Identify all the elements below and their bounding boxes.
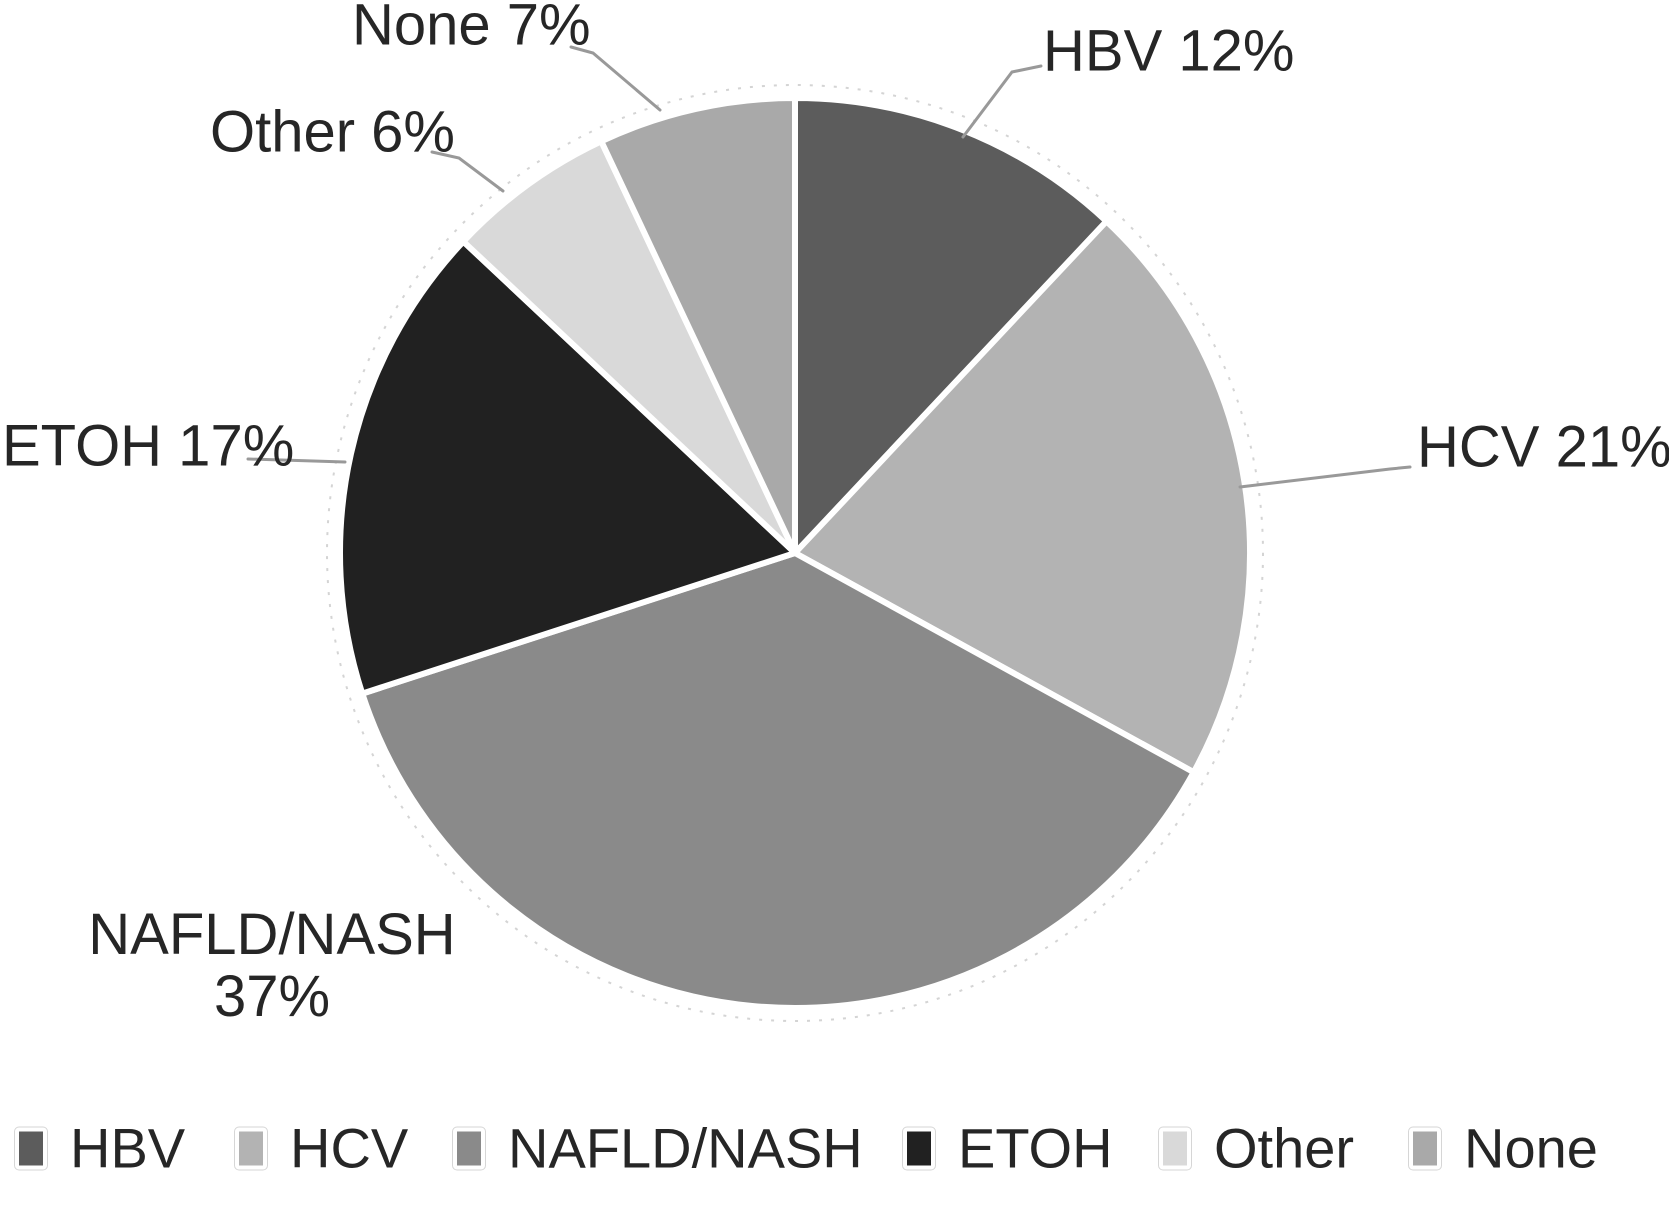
legend-item-hbv: HBV [14, 1116, 185, 1181]
leader-line-hcv [1238, 465, 1412, 489]
legend-item-none: None [1408, 1116, 1598, 1181]
legend-swatch-none [1408, 1126, 1442, 1170]
pie-slice-nafld-nash [359, 550, 1197, 1011]
legend-label: Other [1214, 1116, 1355, 1180]
pie-slice-none [598, 95, 798, 556]
pie-slice-hcv [792, 218, 1253, 776]
legend-swatch-fill [1413, 1131, 1437, 1165]
legend-item-hcv: HCV [234, 1116, 408, 1181]
legend-swatch-hcv [234, 1126, 268, 1170]
legend-label: None [1464, 1116, 1598, 1180]
legend-swatch-fill [457, 1131, 481, 1165]
leader-line-other [430, 150, 505, 193]
legend-swatch-fill [907, 1131, 931, 1165]
legend-label: NAFLD/NASH [508, 1116, 863, 1180]
pie-slice-etoh [337, 238, 798, 697]
pie-slice-other [460, 138, 798, 556]
leader-line-none [569, 45, 662, 112]
leader-line-hbv [961, 64, 1043, 139]
legend-item-etoh: ETOH [902, 1116, 1113, 1181]
legend-swatch-fill [1163, 1131, 1187, 1165]
legend-label: ETOH [958, 1116, 1113, 1180]
legend-label: HBV [70, 1116, 186, 1180]
legend-item-nafld-nash: NAFLD/NASH [452, 1116, 863, 1181]
legend-swatch-fill [19, 1131, 43, 1165]
legend-swatch-etoh [902, 1126, 936, 1170]
legend-item-other: Other [1158, 1116, 1354, 1181]
legend-swatch-hbv [14, 1126, 48, 1170]
legend-swatch-other [1158, 1126, 1192, 1170]
pie-slice-hbv [792, 95, 1110, 556]
legend-swatch-fill [239, 1131, 263, 1165]
legend-swatch-nafld-nash [452, 1126, 486, 1170]
leader-line-etoh [246, 457, 347, 464]
pie-outline-ring [326, 84, 1264, 1022]
legend-label: HCV [290, 1116, 409, 1180]
